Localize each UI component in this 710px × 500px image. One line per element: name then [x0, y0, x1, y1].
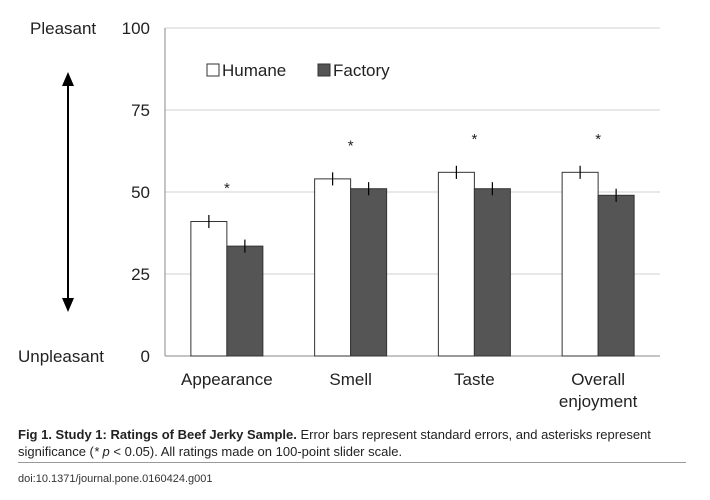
- legend-swatch-factory: [317, 63, 331, 77]
- caption-divider: [18, 462, 686, 463]
- doi-text: doi:10.1371/journal.pone.0160424.g001: [18, 473, 213, 485]
- x-tick-label: Overall: [571, 370, 625, 389]
- y-tick-label: 50: [131, 183, 150, 202]
- scale-low-label: Unpleasant: [18, 347, 104, 366]
- bar-factory: [597, 194, 635, 357]
- caption-text-2: < 0.05). All ratings made on 100-point s…: [109, 444, 403, 459]
- significance-marker: *: [595, 131, 601, 148]
- scale-arrow-down-head: [62, 298, 74, 312]
- scale-high-label: Pleasant: [30, 19, 96, 38]
- bar-humane: [190, 221, 228, 357]
- x-tick-label: Smell: [329, 370, 372, 389]
- bar-factory: [226, 245, 264, 357]
- bar-humane: [314, 178, 352, 357]
- legend-label-humane: Humane: [222, 61, 286, 80]
- caption-text-1: Error bars represent standard errors, an…: [18, 427, 651, 459]
- legend-label-factory: Factory: [333, 61, 390, 80]
- y-tick-label: 25: [131, 265, 150, 284]
- y-tick-label: 0: [141, 347, 150, 366]
- bar-humane: [437, 171, 475, 357]
- bar-chart: 0 25 50 75 100 Pleasant Unpleasant * Appearance *…: [18, 19, 660, 411]
- bar-humane: [561, 171, 599, 357]
- significance-marker: *: [348, 137, 354, 154]
- bar-factory: [350, 188, 388, 357]
- x-tick-label: Appearance: [181, 370, 273, 389]
- figure-label: Fig 1. Study 1: Ratings of Beef Jerky Sa…: [18, 427, 297, 442]
- x-tick-label: enjoyment: [559, 392, 638, 411]
- figure-caption: Fig 1. Study 1: Ratings of Beef Jerky Sa…: [18, 426, 686, 460]
- caption-p-italic: * p: [93, 444, 110, 459]
- x-tick-label: Taste: [454, 370, 495, 389]
- y-tick-label: 75: [131, 101, 150, 120]
- legend-swatch-humane: [206, 63, 220, 77]
- y-tick-label: 100: [122, 19, 150, 38]
- scale-arrow-up-head: [62, 72, 74, 86]
- bar-factory: [473, 188, 511, 357]
- significance-marker: *: [224, 180, 230, 197]
- significance-marker: *: [471, 131, 477, 148]
